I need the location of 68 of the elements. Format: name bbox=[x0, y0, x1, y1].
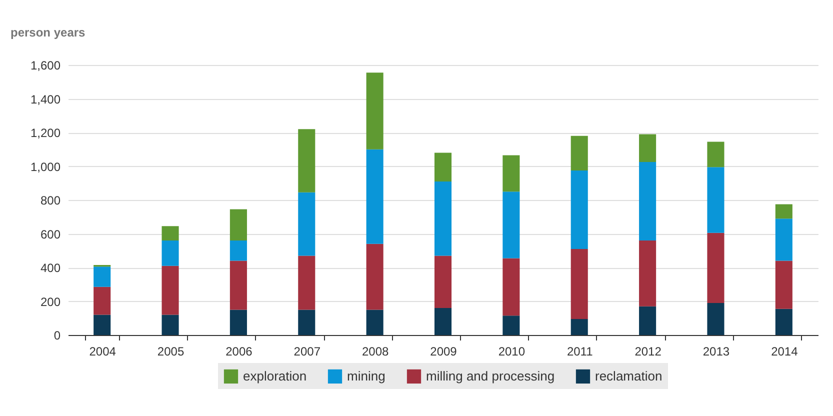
bar bbox=[230, 310, 247, 335]
bar bbox=[707, 232, 724, 303]
bar bbox=[230, 240, 247, 261]
y-tick-label: 0 bbox=[54, 328, 61, 342]
x-tick-label: 2008 bbox=[362, 344, 389, 358]
y-tick-label: 800 bbox=[40, 194, 61, 208]
bar bbox=[434, 181, 452, 256]
bar bbox=[230, 209, 247, 240]
bar bbox=[570, 318, 588, 335]
x-tick-label: 2010 bbox=[498, 344, 526, 358]
bar bbox=[775, 204, 792, 219]
bar bbox=[639, 134, 656, 162]
bar bbox=[639, 240, 656, 306]
bar bbox=[707, 167, 724, 233]
bar bbox=[162, 314, 179, 335]
y-axis-title: person years bbox=[10, 26, 86, 40]
bar bbox=[775, 218, 792, 261]
x-tick-label: 2006 bbox=[226, 344, 253, 358]
bar bbox=[775, 260, 792, 309]
legend-label: exploration bbox=[243, 368, 307, 384]
bar bbox=[502, 155, 520, 192]
bar bbox=[162, 266, 179, 315]
x-tick-label: 2014 bbox=[771, 344, 798, 358]
bar bbox=[434, 308, 452, 335]
bar bbox=[366, 149, 384, 244]
bar bbox=[298, 192, 316, 256]
y-tick-label: 600 bbox=[40, 227, 61, 242]
bar bbox=[162, 240, 179, 266]
bar bbox=[502, 192, 520, 258]
y-tick-label: 200 bbox=[40, 294, 61, 309]
legend-label: milling and processing bbox=[426, 368, 555, 384]
bar bbox=[570, 248, 588, 319]
bar bbox=[434, 152, 452, 182]
bar bbox=[775, 308, 792, 335]
bar bbox=[94, 286, 111, 315]
x-tick-label: 2012 bbox=[634, 344, 662, 358]
legend-label: reclamation bbox=[595, 368, 662, 384]
x-tick-label: 2004 bbox=[89, 344, 116, 358]
y-tick-label: 1,000 bbox=[30, 160, 61, 174]
bar bbox=[570, 170, 588, 249]
x-tick-label: 2007 bbox=[294, 344, 321, 358]
bar bbox=[502, 316, 520, 335]
bar bbox=[94, 266, 111, 287]
bar bbox=[707, 142, 724, 168]
bar bbox=[298, 310, 316, 335]
x-tick-label: 2011 bbox=[566, 344, 594, 358]
x-tick-label: 2009 bbox=[430, 344, 458, 358]
y-tick-label: 400 bbox=[40, 261, 61, 275]
bar bbox=[502, 258, 520, 316]
x-tick-label: 2005 bbox=[157, 344, 184, 358]
x-tick-label: 2013 bbox=[702, 344, 730, 358]
bar bbox=[434, 256, 452, 308]
bar bbox=[298, 256, 316, 310]
y-tick-label: 1,400 bbox=[30, 92, 61, 106]
bar bbox=[707, 302, 724, 335]
bar bbox=[366, 244, 384, 310]
bar bbox=[94, 314, 111, 335]
bar bbox=[366, 310, 384, 335]
bar bbox=[230, 260, 247, 310]
bar bbox=[162, 226, 179, 240]
y-tick-label: 1,200 bbox=[30, 126, 61, 140]
y-tick-label: 1,600 bbox=[30, 58, 61, 72]
bar bbox=[298, 129, 316, 192]
bar bbox=[639, 162, 656, 240]
legend-label: mining bbox=[347, 368, 386, 384]
bar bbox=[366, 72, 384, 150]
bar bbox=[570, 136, 588, 170]
bar bbox=[639, 306, 656, 335]
